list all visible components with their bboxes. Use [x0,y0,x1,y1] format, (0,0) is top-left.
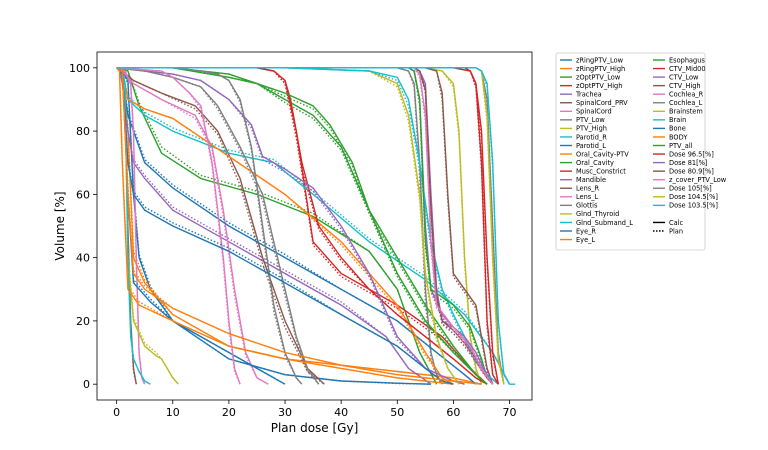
legend-label: SpinalCord [576,108,612,116]
legend-label: zRingPTV_High [576,65,625,73]
legend-label: Glnd_Thyroid [576,210,619,218]
legend: zRingPTV_LowzRingPTV_HighzOptPTV_LowzOpt… [555,52,727,251]
legend-box [555,52,706,251]
x-tick-label: 20 [222,406,236,419]
legend-label: Oral_Cavity-PTV [576,150,629,158]
y-axis: 0 20 40 60 80 100 [69,62,97,391]
legend-label: Eye_R [576,227,596,235]
legend-label: Brainstem [669,108,703,116]
legend-label: CTV_Mid00 [669,65,706,73]
series-bone-plan [116,67,454,385]
series-glottis-plan [116,67,320,385]
series-brainstem-calc [116,67,460,385]
legend-label: Mandible [576,176,606,184]
series-spinalcord-prv-plan [116,67,325,385]
legend-label: PTV_High [576,125,607,133]
series-eye-l-plan [116,67,454,385]
series-cochlea-r-calc [116,67,241,385]
y-axis-title: Volume [%] [53,191,67,260]
legend-label: z_cover_PTV_Low [669,176,727,184]
series-oral-cavity-ptv-calc [116,67,454,385]
legend-label: BODY [669,133,688,141]
x-tick-label: 0 [113,406,120,419]
legend-label: PTV_all [669,142,693,150]
legend-label: Oral_Cavity [576,159,614,167]
y-tick-label: 80 [76,125,90,138]
legend-style-label: Calc [669,219,683,227]
legend-label: Eye_L [576,236,595,244]
series-bone-calc [116,67,454,385]
legend-label: zRingPTV_Low [576,56,624,64]
series-musc-constrict-plan [116,67,488,385]
series-brainstem-plan [116,67,460,385]
series-parotid-l-calc [116,67,477,385]
legend-label: Lens_R [576,185,600,193]
series-glottis-calc [116,67,320,385]
legend-label: Glnd_Submand_L [576,219,633,227]
x-tick-label: 30 [278,406,292,419]
legend-label: Dose 80.9[%] [669,167,714,175]
legend-label: Dose 103.5[%] [669,202,718,210]
legend-label: CTV_Low [669,73,699,81]
legend-label: CTV_High [669,82,701,90]
plot-frame [96,51,533,401]
x-axis-title: Plan dose [Gy] [271,421,359,435]
legend-label: SpinalCord_PRV [576,99,628,107]
legend-label: Trachea [575,91,602,99]
legend-label: Bone [669,125,686,133]
legend-label: Lens_L [576,193,599,201]
series-body-calc [116,67,482,385]
legend-label: Dose 105[%] [669,185,712,193]
legend-label: zOptPTV_High [576,82,622,90]
series-cochlea-l-calc [116,67,303,385]
series-trachea-plan [116,67,432,385]
legend-style-label: Plan [669,227,683,235]
series-oral-cavity-ptv-plan [116,67,454,385]
legend-label: Cochlea_L [669,99,703,107]
legend-label: PTV_Low [576,116,605,124]
series-spinalcord-plan [116,67,269,385]
x-tick-label: 50 [390,406,404,419]
x-tick-label: 10 [166,406,180,419]
x-axis: 0 10 20 30 40 50 60 70 [113,400,517,419]
legend-label: Dose 81[%] [669,159,708,167]
legend-label: Parotid_R [576,133,607,141]
series-mandible-plan [116,67,465,385]
series-parotid-l-plan [116,67,477,385]
legend-label: Parotid_L [576,142,606,150]
series-oral-cavity-calc [116,67,488,385]
legend-label: Musc_Constrict [576,167,626,175]
legend-label: Cochlea_R [669,91,704,99]
x-tick-label: 70 [503,406,517,419]
series-eye-l-calc [116,67,454,385]
series-spinalcord-calc [116,67,269,385]
x-tick-label: 40 [334,406,348,419]
legend-label: Dose 104.5[%] [669,193,718,201]
x-tick-label: 60 [446,406,460,419]
legend-label: Glottis [576,202,598,210]
legend-label: zOptPTV_Low [576,73,621,81]
y-tick-label: 40 [76,252,90,265]
legend-label: Brain [669,116,686,124]
series-musc-constrict-calc [116,67,488,385]
plot-lines [116,67,516,385]
y-tick-label: 20 [76,315,90,328]
y-tick-label: 0 [83,378,90,391]
legend-label: Dose 96.5[%] [669,150,714,158]
y-tick-label: 60 [76,188,90,201]
series-esophagus-calc [116,67,488,385]
series-dose-103-5-calc [116,67,516,385]
series-spinalcord-prv-calc [116,67,325,385]
y-tick-label: 100 [69,62,90,75]
series-mandible-calc [116,67,465,385]
legend-label: Esophagus [669,56,705,64]
